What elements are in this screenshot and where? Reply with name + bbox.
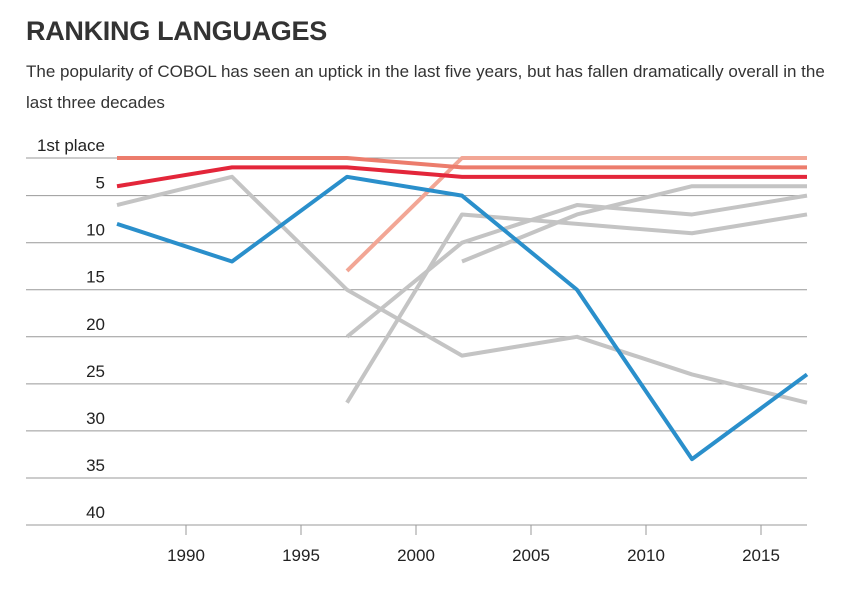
series-line (461, 184, 807, 264)
y-tick-label: 35 (86, 456, 105, 475)
x-tick-label: 1995 (282, 546, 320, 565)
series-line (116, 174, 808, 405)
series-line (345, 156, 807, 273)
series-line (116, 165, 807, 189)
y-tick-label: 25 (86, 362, 105, 381)
y-tick-label: 1st place (37, 136, 105, 155)
chart-title: RANKING LANGUAGES (26, 16, 327, 46)
series-line (345, 193, 808, 339)
chart-subtitle: The popularity of COBOL has seen an upti… (26, 62, 825, 112)
x-tick-label: 2000 (397, 546, 435, 565)
series-line (117, 156, 807, 170)
y-tick-label: 40 (86, 503, 105, 522)
y-tick-label: 5 (96, 174, 105, 193)
y-tick-label: 20 (86, 315, 105, 334)
x-tick-label: 2015 (742, 546, 780, 565)
x-tick-label: 2005 (512, 546, 550, 565)
series-line (345, 212, 808, 404)
x-tick-label: 2010 (627, 546, 665, 565)
y-tick-label: 30 (86, 409, 105, 428)
series-line (116, 174, 809, 462)
x-tick-label: 1990 (167, 546, 205, 565)
y-tick-label: 15 (86, 268, 105, 287)
y-tick-label: 10 (86, 221, 105, 240)
